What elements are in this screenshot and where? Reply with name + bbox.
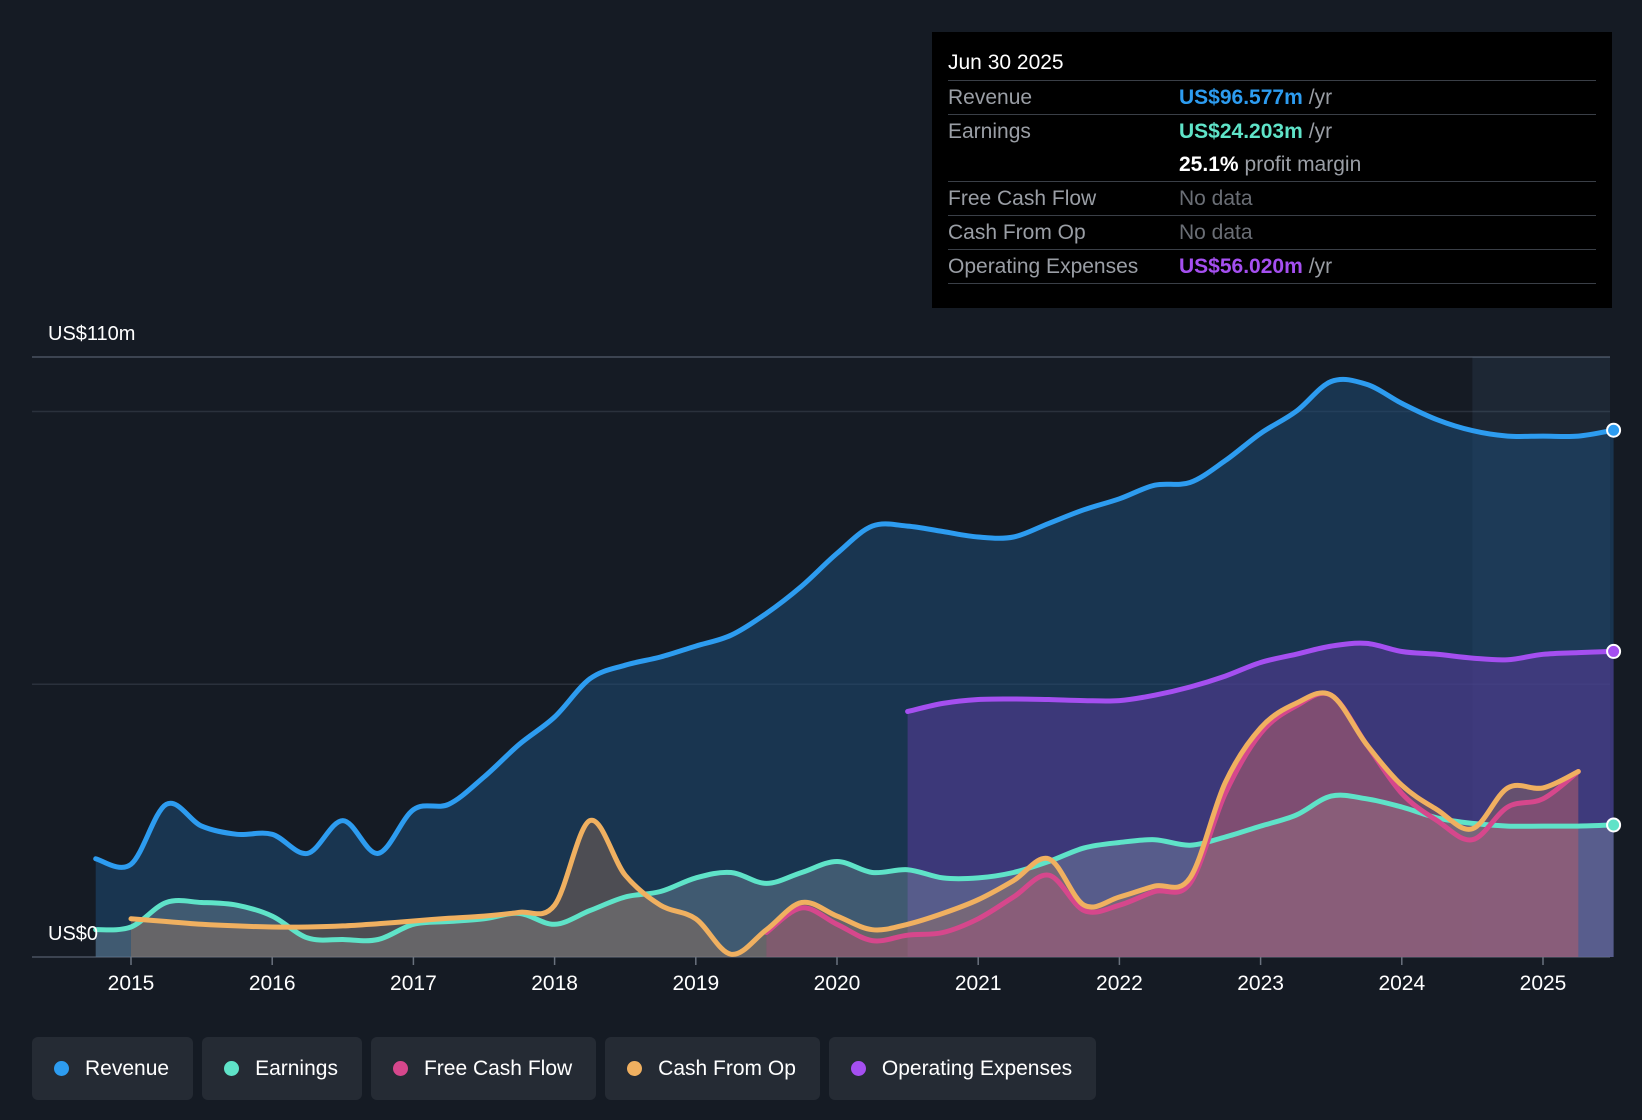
legend-label-earnings: Earnings (255, 1056, 338, 1080)
legend-earnings[interactable]: Earnings (202, 1037, 362, 1100)
tooltip-row-earnings: Earnings US$24.203m /yr (948, 115, 1596, 148)
data-tooltip: Jun 30 2025 Revenue US$96.577m /yr Earni… (932, 32, 1612, 308)
end-marker-operating-expenses (1606, 643, 1622, 659)
line-cash-from-op (128, 690, 1581, 957)
tooltip-date: Jun 30 2025 (948, 46, 1596, 81)
tooltip-margin-text: profit margin (1244, 152, 1362, 176)
x-tick-label: 2025 (1520, 972, 1567, 995)
x-tick-label: 2024 (1378, 972, 1425, 995)
x-tick-label: 2019 (672, 972, 719, 995)
tooltip-opex-value: US$56.020m (1179, 254, 1303, 278)
legend-dot-cash-from-op (627, 1061, 643, 1076)
tooltip-row-cfo: Cash From Op No data (948, 216, 1596, 250)
line-operating-expenses (905, 640, 1617, 714)
tooltip-opex-label: Operating Expenses (948, 254, 1139, 278)
legend-free-cash-flow[interactable]: Free Cash Flow (370, 1037, 597, 1100)
tooltip-earnings-unit: /yr (1308, 119, 1333, 143)
end-marker-earnings (1606, 817, 1622, 833)
series-areas (95, 379, 1614, 957)
x-tick-label: 2018 (531, 972, 578, 995)
tooltip-cfo-label: Cash From Op (948, 220, 1086, 244)
area-operating-expenses (907, 643, 1614, 957)
legend-label-cash-from-op: Cash From Op (658, 1056, 796, 1080)
tooltip-earnings-value: US$24.203m (1179, 119, 1303, 143)
tooltip-margin-value: 25.1% (1179, 152, 1239, 176)
line-free-cash-flow (763, 690, 1581, 944)
tooltip-row-revenue: Revenue US$96.577m /yr (948, 81, 1596, 115)
legend-dot-revenue (54, 1061, 69, 1076)
x-tick-label: 2021 (955, 972, 1002, 995)
tooltip-fcf-label: Free Cash Flow (948, 186, 1097, 210)
tooltip-revenue-value: US$96.577m (1179, 85, 1303, 109)
end-marker-revenue (1606, 422, 1622, 438)
line-revenue (93, 376, 1617, 870)
chart-legend: Revenue Earnings Free Cash Flow Cash Fro… (32, 1037, 1097, 1100)
x-tick-label: 2022 (1096, 972, 1143, 995)
tooltip-fcf-value: No data (1179, 186, 1253, 210)
legend-dot-operating-expenses (850, 1061, 866, 1076)
x-tick-label: 2023 (1237, 972, 1284, 995)
tooltip-row-margin: 25.1% profit margin (948, 148, 1596, 182)
x-tick-label: 2017 (390, 972, 437, 995)
series-lines (93, 376, 1617, 957)
series-end-markers (1606, 422, 1622, 833)
y-axis-min-label: US$0 (48, 923, 98, 945)
tooltip-row-opex: Operating Expenses US$56.020m /yr (948, 250, 1596, 284)
tooltip-revenue-unit: /yr (1308, 85, 1333, 109)
tooltip-cfo-value: No data (1179, 220, 1253, 244)
area-cash-from-op (131, 692, 1579, 957)
legend-label-operating-expenses: Operating Expenses (881, 1056, 1073, 1080)
legend-operating-expenses[interactable]: Operating Expenses (828, 1037, 1097, 1100)
x-tick-label: 2020 (814, 972, 861, 995)
tooltip-opex-unit: /yr (1308, 254, 1333, 278)
legend-label-free-cash-flow: Free Cash Flow (423, 1056, 573, 1080)
x-tick-label: 2016 (249, 972, 296, 995)
legend-revenue[interactable]: Revenue (32, 1037, 194, 1100)
x-tick-label: 2015 (108, 972, 155, 995)
legend-label-revenue: Revenue (85, 1056, 170, 1080)
legend-dot-earnings (224, 1061, 240, 1076)
tooltip-revenue-label: Revenue (948, 85, 1033, 109)
legend-cash-from-op[interactable]: Cash From Op (605, 1037, 820, 1100)
x-axis-ticks: 2015 2016 2017 2018 2019 2020 2021 2022 2023 2024… (108, 957, 1567, 995)
line-earnings (93, 792, 1617, 944)
tooltip-earnings-label: Earnings (948, 119, 1031, 143)
tooltip-row-fcf: Free Cash Flow No data (948, 182, 1596, 216)
y-axis-max-label: US$110m (48, 323, 135, 345)
legend-dot-free-cash-flow (392, 1061, 408, 1076)
